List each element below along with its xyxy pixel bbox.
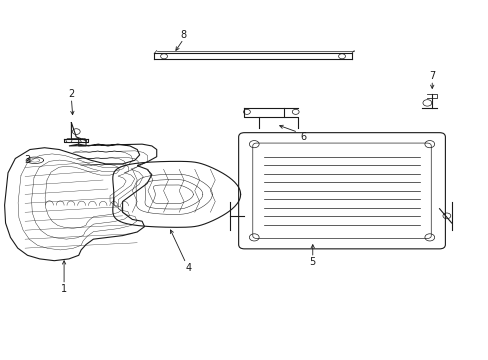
Text: 6: 6 bbox=[299, 132, 305, 142]
Text: 5: 5 bbox=[309, 257, 315, 267]
Text: 2: 2 bbox=[68, 89, 74, 99]
Text: 1: 1 bbox=[61, 284, 67, 294]
Text: 8: 8 bbox=[180, 30, 186, 40]
Text: 4: 4 bbox=[185, 263, 191, 273]
Text: 7: 7 bbox=[428, 71, 434, 81]
Text: 3: 3 bbox=[24, 155, 31, 165]
